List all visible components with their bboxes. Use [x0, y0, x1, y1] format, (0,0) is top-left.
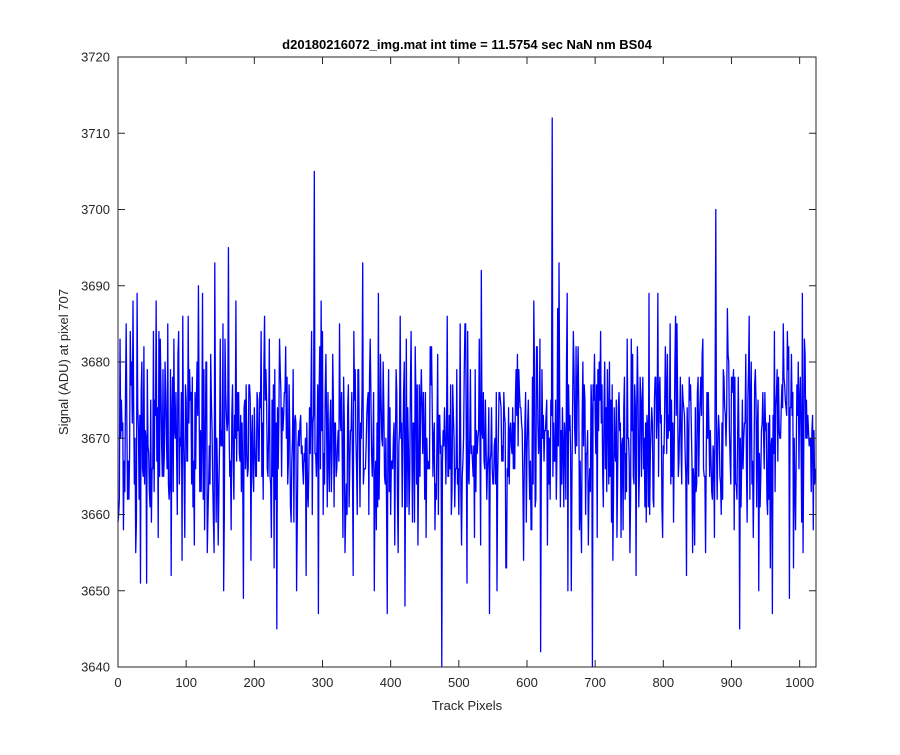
series-layer [117, 117, 816, 668]
x-tick-label: 300 [312, 675, 334, 690]
x-tick-label: 600 [516, 675, 538, 690]
signal-series-line [117, 117, 816, 668]
x-tick-label: 800 [652, 675, 674, 690]
x-tick-label: 1000 [785, 675, 814, 690]
y-axis-label: Signal (ADU) at pixel 707 [56, 289, 71, 435]
y-tick-label: 3690 [81, 278, 110, 293]
ticks-layer: 0 100 200 300 400 500 600 700 800 900 1000 3640 3650… [81, 50, 816, 690]
x-tick-label: 700 [584, 675, 606, 690]
chart-title: d20180216072_img.mat int time = 11.5754 … [282, 37, 652, 52]
x-tick-label: 100 [175, 675, 197, 690]
y-tick-label: 3680 [81, 355, 110, 370]
x-axis-label: Track Pixels [432, 698, 503, 713]
y-tick-label: 3640 [81, 660, 110, 675]
x-tick-label: 200 [243, 675, 265, 690]
y-tick-label: 3660 [81, 507, 110, 522]
x-tick-label: 500 [448, 675, 470, 690]
x-tick-label: 400 [380, 675, 402, 690]
y-tick-label: 3650 [81, 583, 110, 598]
y-tick-label: 3720 [81, 50, 110, 65]
y-tick-label: 3700 [81, 202, 110, 217]
x-tick-label: 900 [721, 675, 743, 690]
y-tick-label: 3670 [81, 431, 110, 446]
y-tick-label: 3710 [81, 126, 110, 141]
x-tick-label: 0 [114, 675, 121, 690]
